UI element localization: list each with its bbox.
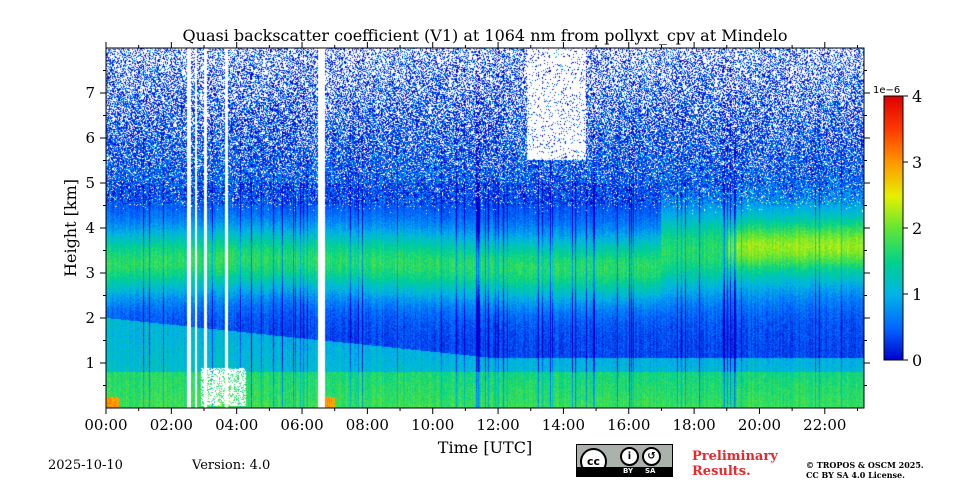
- colorbar-tick-label: 2: [912, 219, 922, 238]
- preliminary-line2: Results.: [692, 464, 751, 479]
- sa-share-icon: ↺: [642, 447, 661, 466]
- preliminary-notice: Preliminary Results.: [692, 449, 778, 479]
- y-tick-label: 4: [85, 219, 95, 237]
- x-axis-label: Time [UTC]: [438, 438, 532, 457]
- x-tick-label: 12:00: [476, 416, 519, 434]
- x-tick-label: 14:00: [542, 416, 585, 434]
- y-tick-label: 1: [85, 354, 95, 372]
- x-tick-label: 06:00: [280, 416, 323, 434]
- x-tick-label: 04:00: [215, 416, 258, 434]
- x-tick-label: 22:00: [803, 416, 846, 434]
- copyright-line2: CC BY SA 4.0 License.: [806, 470, 905, 480]
- backscatter-heatmap: [106, 48, 864, 408]
- cc-by-label: BY: [623, 467, 634, 475]
- footer-version: Version: 4.0: [192, 458, 271, 473]
- y-tick-label: 6: [85, 129, 95, 147]
- y-tick-label: 5: [85, 174, 95, 192]
- y-tick-label: 7: [85, 84, 95, 102]
- colorbar-axis: 0 1 2 3 4: [903, 87, 922, 370]
- x-tick-label: 00:00: [84, 416, 127, 434]
- x-tick-label: 16:00: [607, 416, 650, 434]
- x-tick-label: 10:00: [411, 416, 454, 434]
- x-tick-label: 08:00: [346, 416, 389, 434]
- colorbar-tick-label: 1: [912, 285, 922, 304]
- y-tick-label: 2: [85, 309, 95, 327]
- y-axis-label: Height [km]: [61, 179, 80, 277]
- colorbar-scale-label: 1e−6: [873, 85, 900, 96]
- x-axis: 00:00 02:00 04:00 06:00 08:00 10:00 12:00 14:00…: [84, 42, 858, 434]
- colorbar-tick-label: 3: [912, 153, 922, 172]
- preliminary-line1: Preliminary: [692, 449, 778, 464]
- x-tick-label: 02:00: [150, 416, 193, 434]
- copyright-line1: © TROPOS & OSCM 2025.: [806, 460, 924, 470]
- by-person-icon: i: [620, 447, 639, 466]
- chart-title: Quasi backscatter coefficient (V1) at 10…: [183, 26, 788, 45]
- footer-date: 2025-10-10: [48, 458, 123, 473]
- x-tick-label: 20:00: [738, 416, 781, 434]
- x-tick-label: 18:00: [672, 416, 715, 434]
- copyright-notice: © TROPOS & OSCM 2025. CC BY SA 4.0 Licen…: [806, 460, 924, 480]
- colorbar-tick-label: 0: [912, 351, 922, 370]
- cc-license-badge: cc i ↺ BY SA: [576, 444, 673, 477]
- cc-badge-strip: [577, 467, 672, 476]
- cc-sa-label: SA: [645, 467, 656, 475]
- y-axis: 1 2 3 4 5 6 7: [85, 70, 870, 386]
- colorbar-tick-label: 4: [912, 87, 922, 106]
- colorbar: [883, 95, 904, 361]
- y-tick-label: 3: [85, 264, 95, 282]
